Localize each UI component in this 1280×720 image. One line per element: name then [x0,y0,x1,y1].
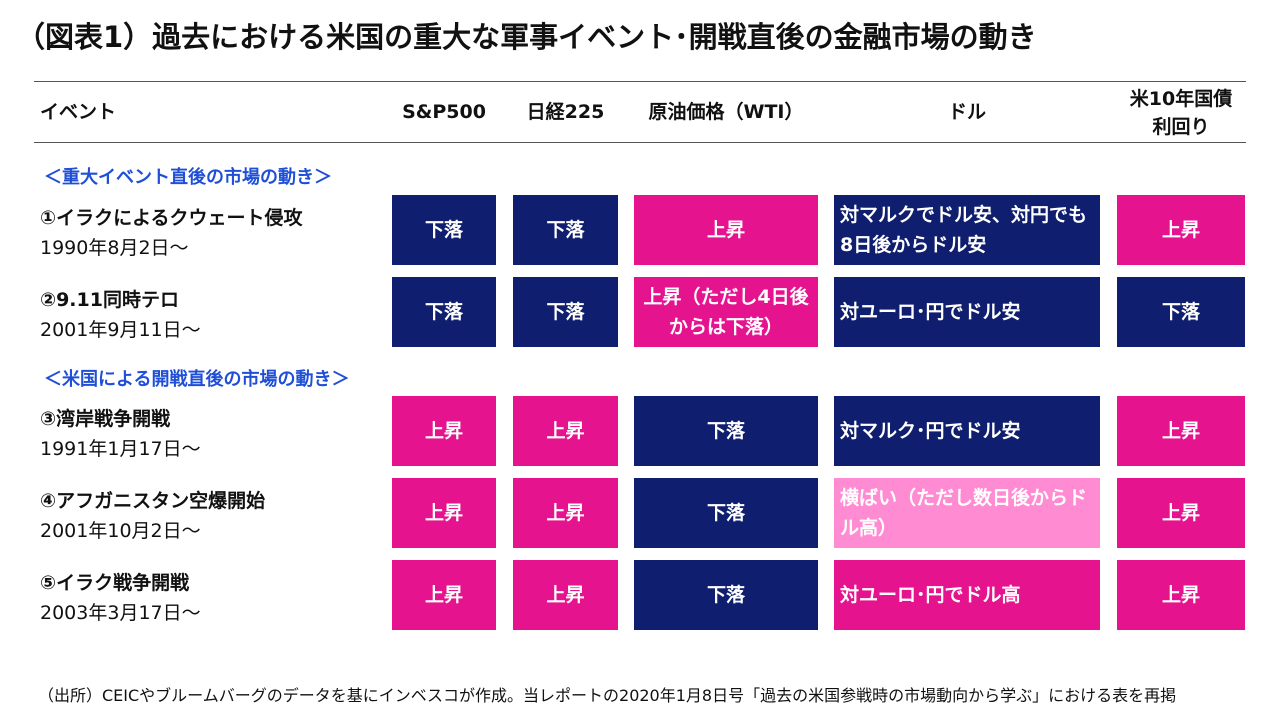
page-title: （図表1）過去における米国の重大な軍事イベント･開戦直後の金融市場の動き [16,20,1037,54]
oil-cell: 下落 [634,560,818,630]
dollar-cell: 対マルク･円でドル安 [834,396,1100,466]
sp500-cell: 下落 [392,277,496,347]
bond-cell: 上昇 [1117,195,1245,265]
bond-cell: 下落 [1117,277,1245,347]
header-bond: 米10年国債 利回り [1117,85,1245,141]
event-name: ④アフガニスタン空爆開始 [40,490,266,512]
header-oil: 原油価格（WTI） [648,101,804,123]
header-event: イベント [40,101,117,123]
event-name: ⑤イラク戦争開戦 [40,572,190,594]
event-name: ①イラクによるクウェート侵攻 [40,207,303,229]
event-date: 1990年8月2日～ [40,237,189,259]
event-date: 2003年3月17日～ [40,602,201,624]
dollar-cell: 横ばい（ただし数日後からドル高） [834,478,1100,548]
nikkei-cell: 下落 [513,195,618,265]
oil-cell: 上昇（ただし4日後からは下落） [634,277,818,347]
sp500-cell: 上昇 [392,560,496,630]
event-date: 2001年9月11日～ [40,319,201,341]
header-top-rule [34,81,1246,82]
header-sp500: S&P500 [402,101,486,123]
header-bond-line2: 利回り [1152,116,1210,138]
nikkei-cell: 上昇 [513,396,618,466]
section-label-war-start: ＜米国による開戦直後の市場の動き＞ [44,369,350,390]
sp500-cell: 下落 [392,195,496,265]
bond-cell: 上昇 [1117,560,1245,630]
dollar-cell: 対ユーロ･円でドル安 [834,277,1100,347]
sp500-cell: 上昇 [392,478,496,548]
bond-cell: 上昇 [1117,396,1245,466]
section-label-major-events: ＜重大イベント直後の市場の動き＞ [44,167,332,188]
nikkei-cell: 上昇 [513,560,618,630]
header-dollar: ドル [947,101,986,123]
dollar-cell: 対マルクでドル安、対円でも8日後からドル安 [834,195,1100,265]
sp500-cell: 上昇 [392,396,496,466]
oil-cell: 下落 [634,396,818,466]
nikkei-cell: 上昇 [513,478,618,548]
source-note: （出所）CEICやブルームバーグのデータを基にインベスコが作成。当レポートの20… [38,686,1177,705]
event-date: 2001年10月2日～ [40,520,201,542]
header-bond-line1: 米10年国債 [1129,88,1233,110]
dollar-cell: 対ユーロ･円でドル高 [834,560,1100,630]
event-name: ③湾岸戦争開戦 [40,408,171,430]
nikkei-cell: 下落 [513,277,618,347]
header-bottom-rule [34,142,1246,143]
event-date: 1991年1月17日～ [40,438,201,460]
oil-cell: 上昇 [634,195,818,265]
header-nikkei: 日経225 [526,101,605,123]
bond-cell: 上昇 [1117,478,1245,548]
oil-cell: 下落 [634,478,818,548]
event-name: ②9.11同時テロ [40,289,179,311]
